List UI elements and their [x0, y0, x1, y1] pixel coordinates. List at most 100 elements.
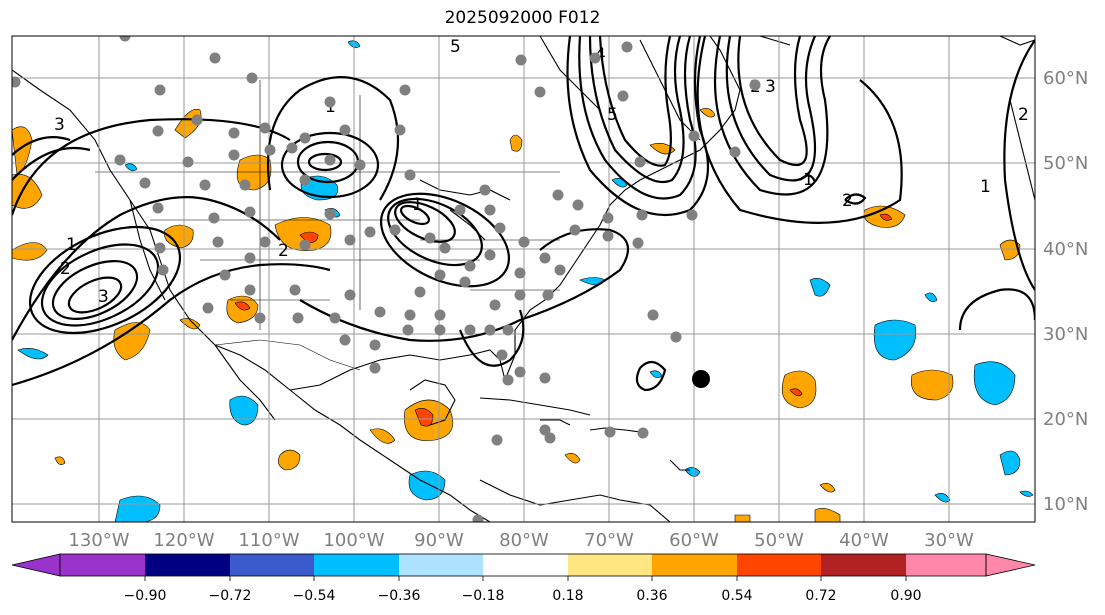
colorbar-bin [483, 554, 568, 576]
negative-anomaly [114, 495, 161, 522]
contour-label: 5 [450, 37, 461, 57]
contour-label: 1 [66, 235, 77, 255]
map-title: 2025092000 F012 [444, 8, 601, 28]
positive-anomaly [299, 231, 319, 244]
contour-lines [12, 36, 1035, 392]
contour-label: 2 [278, 241, 289, 261]
lon-label: 30°W [924, 530, 974, 551]
colorbar-tick-label: 0.18 [552, 588, 583, 604]
colorbar-bin [230, 554, 314, 576]
positive-anomaly [819, 483, 836, 493]
negative-anomaly [17, 348, 49, 360]
colorbar-bin [399, 554, 483, 576]
latitude-labels: 60°N 50°N 40°N 30°N 20°N 10°N [1043, 68, 1088, 515]
colorbar-bin [821, 554, 906, 576]
lat-label: 10°N [1043, 494, 1088, 515]
negative-anomaly [999, 450, 1021, 476]
colorbar-tick-label: −0.90 [124, 588, 167, 604]
positive-anomaly [509, 134, 523, 152]
map-panel: 3 2 2 1 3 5 1 2 3 4 5 1 1 2 2 1 [12, 36, 1035, 522]
positive-anomaly [54, 456, 66, 465]
negative-anomaly [229, 395, 259, 426]
longitude-labels: 130°W 120°W 110°W 100°W 90°W 80°W 70°W 6… [68, 530, 974, 551]
contour-label: 3 [765, 77, 776, 97]
lat-label: 60°N [1043, 68, 1088, 89]
colorbar-bin [737, 554, 821, 576]
station-dots [12, 36, 761, 522]
positive-anomaly [910, 369, 954, 401]
contour-label: 2 [60, 259, 71, 279]
lon-label: 60°W [669, 530, 719, 551]
contour-labels: 3 2 2 1 3 5 1 2 3 4 5 1 1 2 2 1 [54, 37, 1029, 307]
positive-anomaly [814, 508, 841, 522]
positive-anomaly [999, 239, 1021, 261]
colorbar-tick-label: −0.36 [378, 588, 421, 604]
colorbar-tick-label: 0.54 [721, 588, 752, 604]
colorbar-bin [652, 554, 737, 576]
contour-label: 1 [412, 195, 423, 215]
lat-label: 20°N [1043, 409, 1088, 430]
contour-label: 1 [803, 170, 814, 190]
positive-anomaly [164, 224, 194, 249]
negative-anomaly [809, 278, 831, 297]
negative-anomaly [973, 361, 1016, 406]
colorbar-tick-label: 0.36 [636, 588, 667, 604]
lat-label: 40°N [1043, 239, 1088, 260]
colorbar-tick-label: −0.54 [293, 588, 336, 604]
positive-anomaly [12, 173, 43, 209]
negative-anomaly [1019, 490, 1034, 497]
lat-label: 30°N [1043, 324, 1088, 345]
lon-label: 90°W [414, 530, 464, 551]
lon-label: 40°W [839, 530, 889, 551]
lon-label: 50°W [754, 530, 804, 551]
positive-anomaly [564, 453, 581, 464]
positive-anomaly [369, 428, 396, 444]
positive-anomaly [113, 322, 151, 361]
positive-anomaly [12, 242, 48, 261]
positive-anomaly [649, 143, 676, 155]
positive-anomaly [278, 449, 301, 471]
colorbar-bin [314, 554, 399, 576]
contour-label: 3 [98, 287, 109, 307]
lon-label: 110°W [238, 530, 299, 551]
contour-label: 3 [54, 115, 65, 135]
contour-label: 2 [842, 191, 853, 211]
colorbar-bin [145, 554, 230, 576]
negative-anomaly [924, 292, 938, 302]
colorbar-frame [59, 553, 987, 577]
negative-anomaly [934, 493, 951, 503]
lon-label: 70°W [584, 530, 634, 551]
colorbar-tick-label: 0.90 [890, 588, 921, 604]
positive-anomaly [234, 301, 251, 311]
anomaly-shading [12, 40, 1034, 522]
positive-anomaly [179, 318, 201, 330]
contour-label: 4 [595, 45, 606, 65]
lat-label: 50°N [1043, 153, 1088, 174]
positive-anomaly [734, 514, 751, 522]
lon-label: 130°W [68, 530, 129, 551]
colorbar-tick-label: −0.72 [209, 588, 252, 604]
lon-label: 100°W [323, 530, 384, 551]
positive-anomaly [414, 408, 434, 427]
negative-anomaly [124, 163, 138, 172]
lon-label: 120°W [153, 530, 214, 551]
colorbar: −0.90 −0.72 −0.54 −0.36 −0.18 0.18 0.36 … [11, 553, 1036, 604]
colorbar-bin [568, 554, 652, 576]
positive-anomaly [789, 388, 803, 397]
colorbar-bin [906, 554, 986, 576]
lon-label: 80°W [499, 530, 549, 551]
colorbar-tick-label: 0.72 [805, 588, 836, 604]
positive-anomaly [699, 108, 716, 118]
contour-label: 2 [1018, 105, 1029, 125]
positive-anomaly [781, 370, 817, 409]
negative-anomaly [873, 319, 917, 361]
colorbar-under-arrow [11, 553, 61, 577]
colorbar-over-arrow [985, 553, 1036, 577]
colorbar-tick-label: −0.18 [462, 588, 505, 604]
map-frame [11, 35, 1036, 523]
positive-anomaly [879, 213, 893, 221]
contour-label: 1 [980, 177, 991, 197]
political-borders [95, 80, 560, 371]
contour-label: 5 [607, 105, 618, 125]
